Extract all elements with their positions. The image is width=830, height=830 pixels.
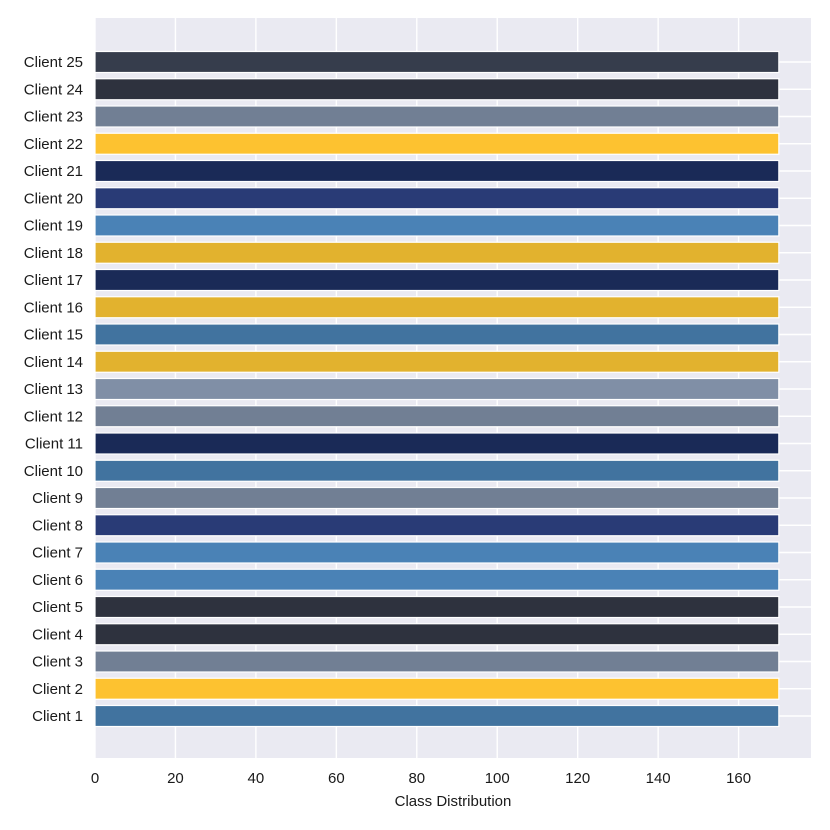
y-tick-label: Client 22 xyxy=(24,136,83,153)
bar-client-7 xyxy=(94,541,780,564)
y-tick-label: Client 18 xyxy=(24,245,83,262)
y-tick-label: Client 7 xyxy=(32,545,83,562)
bar-client-5 xyxy=(94,595,780,619)
x-tick-label: 80 xyxy=(408,770,425,787)
x-tick-label: 60 xyxy=(328,770,345,787)
bar-client-2 xyxy=(94,677,780,700)
y-tick-label: Client 8 xyxy=(32,517,83,534)
y-tick-label: Client 23 xyxy=(24,109,83,126)
bars xyxy=(94,50,780,728)
y-tick-label: Client 14 xyxy=(24,354,83,371)
bar-client-11 xyxy=(94,432,780,455)
bar-client-10 xyxy=(94,459,780,482)
bar-client-4 xyxy=(94,623,780,646)
bar-client-23 xyxy=(94,105,780,128)
bar-client-18 xyxy=(94,241,780,264)
x-tick-labels: 0 20 40 60 80 100 120 140 160 xyxy=(91,770,751,787)
y-tick-label: Client 4 xyxy=(32,626,83,643)
y-tick-label: Client 19 xyxy=(24,218,83,235)
x-tick-label: 40 xyxy=(248,770,265,787)
y-tick-label: Client 10 xyxy=(24,463,83,480)
y-tick-label: Client 11 xyxy=(25,436,83,453)
bar-client-17 xyxy=(94,268,780,292)
bar-client-13 xyxy=(94,377,780,401)
bar-client-3 xyxy=(94,650,780,673)
y-tick-label: Client 15 xyxy=(24,327,83,344)
bar-client-8 xyxy=(94,514,780,537)
x-axis-title: Class Distribution xyxy=(395,793,512,810)
y-tick-label: Client 24 xyxy=(24,81,83,98)
x-tick-label: 160 xyxy=(726,770,751,787)
x-tick-label: 0 xyxy=(91,770,99,787)
bar-client-1 xyxy=(94,704,780,728)
bar-client-9 xyxy=(94,486,780,510)
bar-client-24 xyxy=(94,78,780,101)
bar-client-20 xyxy=(94,187,780,210)
y-tick-label: Client 17 xyxy=(24,272,83,289)
bar-client-25 xyxy=(94,50,780,74)
y-tick-label: Client 25 xyxy=(24,54,83,71)
y-tick-labels: Client 1 Client 2 Client 3 Client 4 Client 5… xyxy=(24,54,83,725)
y-tick-label: Client 9 xyxy=(32,490,83,507)
y-tick-label: Client 5 xyxy=(32,599,83,616)
x-tick-label: 100 xyxy=(485,770,510,787)
x-tick-label: 20 xyxy=(167,770,184,787)
y-tick-label: Client 20 xyxy=(24,190,83,207)
bar-client-6 xyxy=(94,568,780,591)
y-tick-label: Client 1 xyxy=(32,708,83,725)
y-tick-label: Client 3 xyxy=(32,654,83,671)
x-tick-label: 140 xyxy=(646,770,671,787)
bar-client-22 xyxy=(94,132,780,155)
y-tick-label: Client 6 xyxy=(32,572,83,589)
bar-client-21 xyxy=(94,159,780,183)
y-tick-label: Client 21 xyxy=(24,163,83,180)
x-tick-label: 120 xyxy=(565,770,590,787)
y-tick-label: Client 16 xyxy=(24,299,83,316)
bar-client-16 xyxy=(94,296,780,319)
bar-client-12 xyxy=(94,405,780,428)
y-tick-label: Client 12 xyxy=(24,408,83,425)
y-tick-label: Client 13 xyxy=(24,381,83,398)
bar-client-19 xyxy=(94,214,780,237)
bar-client-15 xyxy=(94,323,780,346)
y-tick-label: Client 2 xyxy=(32,681,83,698)
bar-client-14 xyxy=(94,350,780,373)
